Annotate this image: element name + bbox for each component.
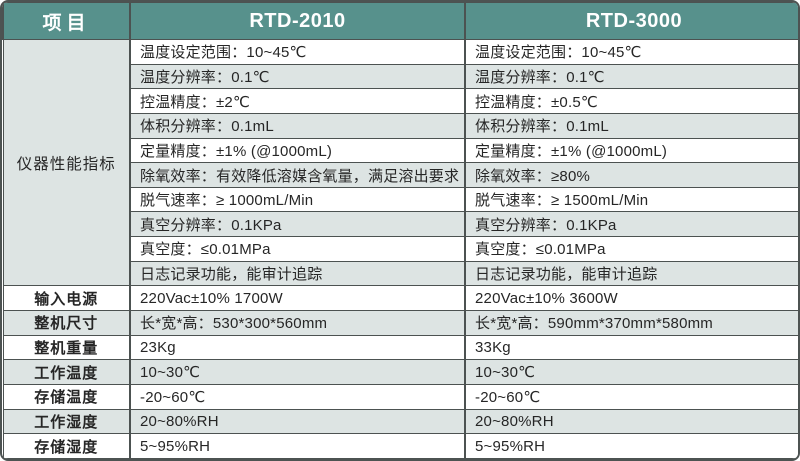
table-row: 整机尺寸 长*宽*高：530*300*560mm 长*宽*高：590mm*370…	[2, 310, 798, 336]
cell-rtd2010: 20~80%RH	[129, 408, 466, 435]
header-row: 项目 RTD-2010 RTD-3000	[2, 2, 798, 40]
row-label: 整机重量	[2, 334, 131, 361]
performance-group-label: 仪器性能指标	[2, 38, 131, 287]
cell-rtd2010: 日志记录功能，能审计追踪	[129, 260, 466, 287]
header-cell-rtd3000: RTD-3000	[464, 2, 798, 40]
cell-rtd3000: 定量精度：±1% (@1000mL)	[464, 137, 798, 164]
cell-rtd3000: 220Vac±10% 3600W	[464, 285, 798, 312]
cell-rtd3000: 控温精度：±0.5℃	[464, 88, 798, 114]
cell-rtd2010: 温度分辨率：0.1℃	[129, 63, 466, 90]
table-body: 仪器性能指标 温度设定范围：10~45℃ 温度设定范围：10~45℃ 温度分辨率…	[2, 38, 798, 459]
cell-rtd2010: 体积分辨率：0.1mL	[129, 112, 466, 139]
cell-rtd2010: 定量精度：±1% (@1000mL)	[129, 137, 466, 164]
table-row: 日志记录功能，能审计追踪 日志记录功能，能审计追踪	[3, 260, 798, 287]
table-row: 仪器性能指标 温度设定范围：10~45℃ 温度设定范围：10~45℃	[2, 38, 798, 287]
header-cell-rtd2010: RTD-2010	[129, 2, 466, 40]
table-row: 存储湿度 5~95%RH 5~95%RH	[2, 433, 798, 459]
cell-rtd3000: 33Kg	[464, 334, 798, 361]
cell-rtd2010: 长*宽*高：530*300*560mm	[129, 310, 466, 336]
row-label: 输入电源	[2, 285, 131, 312]
table-row: 工作湿度 20~80%RH 20~80%RH	[2, 408, 798, 435]
cell-rtd3000: 真空分辨率：0.1KPa	[464, 211, 798, 238]
row-label: 整机尺寸	[2, 310, 131, 336]
table-row: 输入电源 220Vac±10% 1700W 220Vac±10% 3600W	[2, 285, 798, 312]
cell-rtd2010: 220Vac±10% 1700W	[129, 285, 466, 312]
table-row: 存储温度 -20~60℃ -20~60℃	[2, 383, 798, 410]
cell-rtd3000: 长*宽*高：590mm*370mm*580mm	[464, 310, 798, 336]
row-label: 存储温度	[2, 383, 131, 410]
cell-rtd3000: 体积分辨率：0.1mL	[464, 112, 798, 139]
row-label: 工作湿度	[2, 408, 131, 435]
table-row: 真空分辨率：0.1KPa 真空分辨率：0.1KPa	[3, 211, 798, 238]
table-row: 工作温度 10~30℃ 10~30℃	[2, 359, 798, 385]
row-label: 工作温度	[2, 359, 131, 385]
cell-rtd3000: 真空度：≤0.01MPa	[464, 236, 798, 262]
cell-rtd3000: 脱气速率：≥ 1500mL/Min	[464, 186, 798, 213]
table-row: 体积分辨率：0.1mL 体积分辨率：0.1mL	[3, 112, 798, 139]
cell-rtd3000: 5~95%RH	[464, 433, 798, 459]
cell-rtd3000: 温度设定范围：10~45℃	[464, 39, 798, 65]
table-row: 控温精度：±2℃ 控温精度：±0.5℃	[3, 88, 798, 114]
cell-rtd2010: 10~30℃	[129, 359, 466, 385]
table-row: 整机重量 23Kg 33Kg	[2, 334, 798, 361]
cell-rtd3000: -20~60℃	[464, 383, 798, 410]
header-cell-item: 项目	[2, 2, 131, 40]
cell-rtd2010: 23Kg	[129, 334, 466, 361]
cell-rtd3000: 除氧效率：≥80%	[464, 162, 798, 188]
cell-rtd3000: 温度分辨率：0.1℃	[464, 63, 798, 90]
row-label: 存储湿度	[2, 433, 131, 459]
cell-rtd3000: 20~80%RH	[464, 408, 798, 435]
cell-rtd2010: 真空分辨率：0.1KPa	[129, 211, 466, 238]
table-row: 脱气速率：≥ 1000mL/Min 脱气速率：≥ 1500mL/Min	[3, 186, 798, 213]
cell-rtd3000: 10~30℃	[464, 359, 798, 385]
cell-rtd2010: 温度设定范围：10~45℃	[129, 39, 466, 65]
cell-rtd2010: 脱气速率：≥ 1000mL/Min	[129, 186, 466, 213]
cell-rtd2010: 控温精度：±2℃	[129, 88, 466, 114]
cell-rtd2010: -20~60℃	[129, 383, 466, 410]
table-header: 项目 RTD-2010 RTD-3000	[2, 2, 798, 40]
cell-rtd2010: 除氧效率：有效降低溶媒含氧量，满足溶出要求	[129, 162, 466, 188]
cell-rtd3000: 日志记录功能，能审计追踪	[464, 260, 798, 287]
cell-rtd2010: 真空度：≤0.01MPa	[129, 236, 466, 262]
table-row: 定量精度：±1% (@1000mL) 定量精度：±1% (@1000mL)	[3, 137, 798, 164]
table-row: 真空度：≤0.01MPa 真空度：≤0.01MPa	[3, 236, 798, 262]
cell-rtd2010: 5~95%RH	[129, 433, 466, 459]
